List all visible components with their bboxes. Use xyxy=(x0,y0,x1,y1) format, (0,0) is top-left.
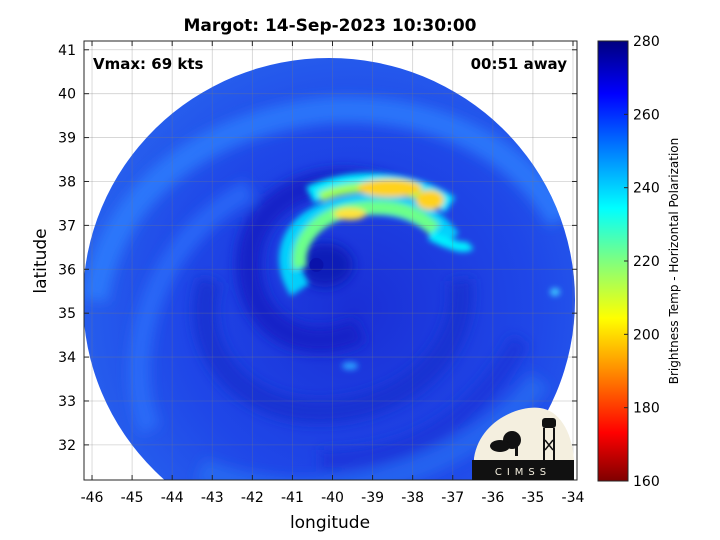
time-away-annotation: 00:51 away xyxy=(471,55,568,73)
brightness-temperature-swath xyxy=(84,58,575,480)
x-tick-label: -36 xyxy=(481,490,504,506)
y-tick-label: 41 xyxy=(58,43,76,59)
x-tick-label: -34 xyxy=(562,490,585,506)
y-tick-label: 37 xyxy=(58,218,76,234)
y-tick-label: 34 xyxy=(58,350,76,366)
colorbar-tick-label: 240 xyxy=(633,181,660,197)
x-axis-label: longitude xyxy=(290,513,370,533)
x-tick-label: -37 xyxy=(441,490,464,506)
cimss-logo-text: CIMSS xyxy=(495,467,551,478)
x-tick-label: -41 xyxy=(281,490,304,506)
colorbar-tick-label: 180 xyxy=(633,401,660,417)
y-tick-label: 35 xyxy=(58,306,76,322)
colorbar-tick-label: 200 xyxy=(633,327,660,343)
colorbar-tick-label: 260 xyxy=(633,107,660,123)
y-axis-label: latitude xyxy=(31,228,51,293)
y-tick-label: 38 xyxy=(58,174,76,190)
latitude-axis-ticks: 32 33 34 35 36 37 38 39 40 41 xyxy=(58,43,577,454)
y-tick-label: 33 xyxy=(58,394,76,410)
cimss-logo: CIMSS xyxy=(472,407,574,480)
colorbar-tick-label: 220 xyxy=(633,254,660,270)
y-tick-label: 39 xyxy=(58,131,76,147)
y-tick-label: 36 xyxy=(58,262,76,278)
colorbar-label: Brightness Temp - Horizontal Polarizatio… xyxy=(667,138,681,385)
x-tick-label: -40 xyxy=(321,490,344,506)
x-tick-label: -44 xyxy=(161,490,184,506)
x-tick-label: -42 xyxy=(241,490,264,506)
map-gridlines xyxy=(84,41,577,480)
colorbar-tick-label: 160 xyxy=(633,474,660,490)
x-tick-label: -46 xyxy=(81,490,104,506)
longitude-axis-ticks: -46 -45 -44 -43 -42 -41 -40 -39 -38 -37 -36 -35 -34 xyxy=(81,41,585,506)
storm-center-marker xyxy=(309,257,324,272)
y-tick-label: 40 xyxy=(58,87,76,103)
vmax-annotation: Vmax: 69 kts xyxy=(93,55,203,73)
map-axes-frame xyxy=(83,40,578,481)
x-tick-label: -38 xyxy=(401,490,424,506)
colorbar-ticks: 160 180 200 220 240 260 280 xyxy=(624,34,660,490)
x-tick-label: -45 xyxy=(121,490,144,506)
x-tick-label: -35 xyxy=(521,490,544,506)
x-tick-label: -43 xyxy=(201,490,224,506)
colorbar-tick-label: 280 xyxy=(633,34,660,50)
figure-title: Margot: 14-Sep-2023 10:30:00 xyxy=(184,16,477,36)
x-tick-label: -39 xyxy=(361,490,384,506)
y-tick-label: 32 xyxy=(58,438,76,454)
colorbar xyxy=(597,40,629,482)
